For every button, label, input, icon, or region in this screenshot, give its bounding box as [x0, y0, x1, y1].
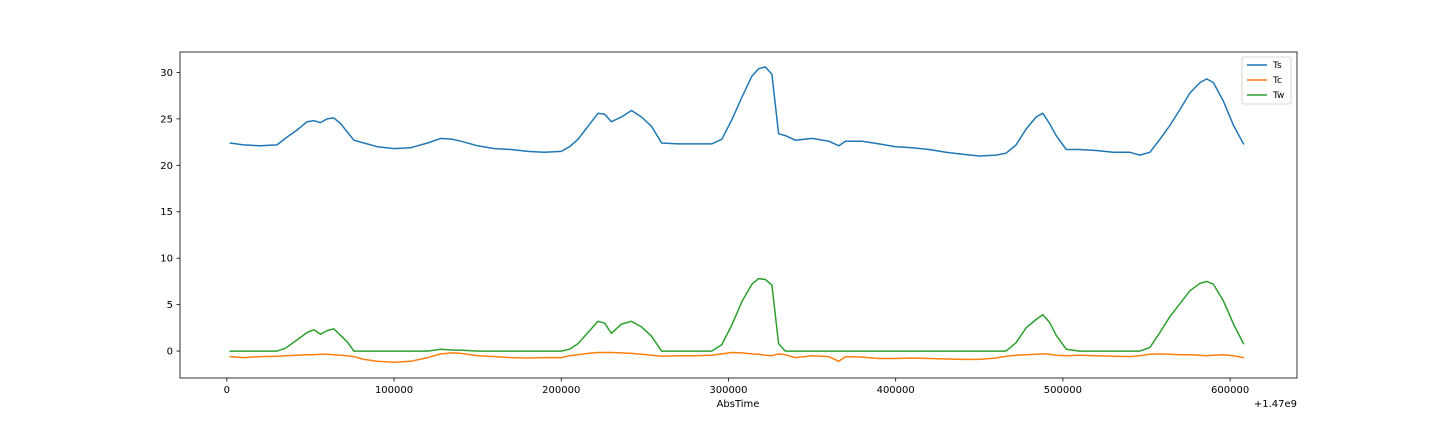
- series-line-tw: [229, 277, 1245, 352]
- legend-label-tw: Tw: [1272, 91, 1284, 101]
- y-tick-label: 30: [160, 68, 173, 79]
- legend-label-tc: Tc: [1272, 76, 1282, 86]
- legend: Ts Tc Tw: [1241, 56, 1292, 105]
- y-tick-label: 20: [160, 161, 173, 172]
- series-line-ts: [229, 66, 1245, 157]
- y-tick-label: 25: [160, 114, 173, 125]
- x-tick-label: 400000: [877, 385, 915, 396]
- series-lines: [229, 66, 1245, 363]
- x-tick-label: 200000: [542, 385, 580, 396]
- plot-area-frame: [179, 51, 1298, 379]
- x-tick-label: 0: [224, 385, 230, 396]
- y-tick-label: 5: [167, 300, 173, 311]
- series-line-tc: [229, 351, 1245, 363]
- x-axis-ticks: 0 100000 200000 300000 400000 500000 600000: [224, 378, 1249, 396]
- x-tick-label: 500000: [1044, 385, 1082, 396]
- x-axis-offset-label: +1.47e9: [1254, 399, 1297, 410]
- legend-label-ts: Ts: [1272, 61, 1282, 71]
- y-tick-label: 15: [160, 207, 173, 218]
- x-axis-label: AbsTime: [717, 399, 760, 410]
- y-tick-label: 10: [160, 254, 173, 265]
- y-axis-ticks: 0 5 10 15 20 25 30: [160, 68, 180, 358]
- x-tick-label: 300000: [709, 385, 747, 396]
- x-tick-label: 100000: [375, 385, 413, 396]
- y-tick-label: 0: [167, 347, 173, 358]
- x-tick-label: 600000: [1211, 385, 1249, 396]
